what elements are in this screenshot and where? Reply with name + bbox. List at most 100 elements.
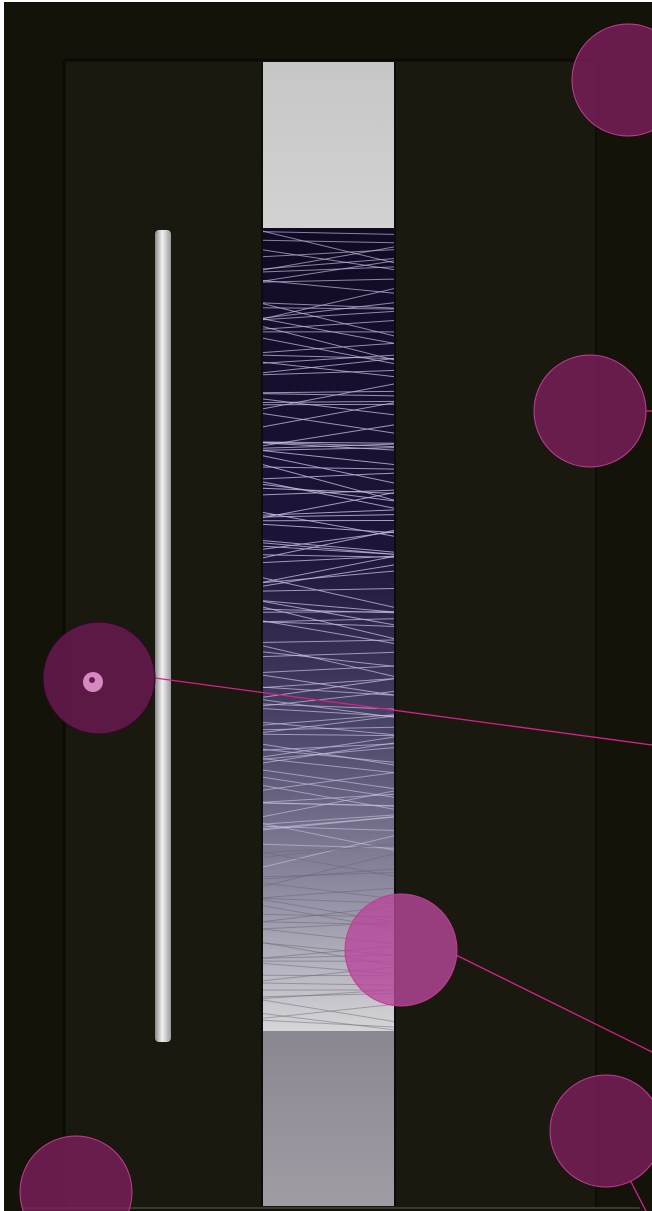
glass-pattern-line	[262, 447, 395, 451]
glass-pattern-line	[262, 230, 395, 264]
glass-pattern-line	[262, 325, 395, 361]
glass-pattern-line	[262, 249, 395, 271]
glass-pattern-line	[262, 651, 395, 658]
glass-pattern-line	[262, 342, 395, 354]
glass-pattern-line	[262, 690, 395, 707]
glass-pattern-line	[262, 303, 395, 337]
glass-pattern-line	[262, 239, 395, 244]
glass-pattern-line	[262, 318, 395, 344]
glass-pattern-line	[262, 246, 395, 271]
glass-pattern-line	[262, 302, 395, 319]
glass-pattern-line	[262, 531, 395, 550]
glass-pattern-line	[262, 354, 395, 360]
glass-pattern-line	[262, 620, 395, 645]
glass-pattern-line	[262, 645, 395, 678]
glass-pattern-line	[262, 611, 395, 613]
glass-pattern-line	[262, 733, 395, 737]
glass-pattern-line	[262, 802, 395, 807]
hotspot-frame-top-right[interactable]	[571, 23, 652, 137]
glass-pattern-line	[262, 651, 395, 667]
glass-pattern-line	[262, 776, 395, 798]
glass-pattern-line	[262, 600, 395, 613]
glass-pattern-line	[262, 390, 395, 394]
glass-pattern-line	[262, 678, 395, 689]
glass-pattern-line	[262, 600, 395, 626]
glass-pattern-line	[262, 514, 395, 518]
glass-pattern-line	[262, 570, 395, 584]
bar-handle	[155, 230, 171, 1042]
hotspot-door-leaf[interactable]	[533, 354, 647, 468]
hotspot-threshold-right[interactable]	[549, 1074, 652, 1188]
glass-pattern-line	[262, 354, 395, 364]
glass-pattern-line	[262, 714, 395, 726]
hotspot-connector-line	[154, 677, 652, 746]
glass-pattern-line	[262, 639, 395, 643]
glass-pattern-line	[262, 748, 395, 763]
glass-pattern-line	[262, 258, 395, 270]
glass-pattern-line	[262, 715, 395, 734]
glass-pattern-line	[262, 442, 395, 451]
glass-pattern-line	[262, 588, 395, 592]
glass-pattern-line	[262, 455, 395, 484]
glass-pattern-line	[262, 302, 395, 309]
glass-pattern-line	[262, 487, 395, 494]
glass-pattern-line	[262, 699, 395, 718]
glass-pattern-line	[262, 621, 395, 627]
glass-pattern-line	[262, 769, 395, 790]
glass-pattern-line	[262, 358, 395, 374]
glass-pattern-line	[262, 721, 395, 736]
hotspot-connector-line	[629, 1179, 647, 1211]
glass-pattern-line	[262, 279, 395, 294]
glass-pattern-line	[262, 845, 395, 854]
glass-bottom-panel	[262, 1031, 395, 1206]
glass-pattern-line	[262, 320, 395, 330]
glass-pattern-line	[262, 472, 395, 480]
glass-pattern-line	[262, 545, 395, 555]
glass-pattern-line	[262, 674, 395, 696]
glass-pattern-line	[262, 523, 395, 534]
glass-pattern-line	[262, 1019, 395, 1028]
hotspot-threshold-left[interactable]	[19, 1135, 133, 1211]
glass-pattern-line	[262, 843, 395, 849]
glass-line-pattern	[262, 230, 395, 1031]
glass-pattern-line	[262, 868, 395, 880]
glass-pattern-line	[262, 489, 395, 496]
glass-pattern-line	[262, 555, 395, 564]
glass-pattern-line	[262, 361, 395, 378]
glass-pattern-line	[262, 814, 395, 825]
glass-pattern-line	[262, 287, 395, 320]
glass-pattern-line	[262, 703, 395, 710]
glass-pattern-line	[262, 853, 395, 887]
glass-pattern-line	[262, 842, 395, 858]
glass-pattern-line	[262, 816, 395, 830]
glass-pattern-line	[262, 463, 395, 501]
glass-pattern-line	[262, 736, 395, 758]
glass-pattern-line	[262, 369, 395, 376]
glass-pattern-line	[262, 577, 395, 608]
glass-pattern-line	[262, 540, 395, 553]
glass-pattern-line	[262, 441, 395, 448]
glass-pattern-line	[262, 412, 395, 434]
glass-pattern-line	[262, 492, 395, 519]
glass-pattern-line	[262, 747, 395, 760]
lock-keyhole-icon	[89, 677, 95, 683]
glass-pattern-line	[262, 758, 395, 774]
glass-pattern-line	[262, 743, 395, 766]
glass-pattern-line	[262, 871, 395, 878]
glass-pattern-line	[262, 887, 395, 899]
glass-pattern-line	[262, 466, 395, 470]
glass-pattern-line	[262, 481, 395, 509]
glass-pattern-line	[262, 337, 395, 365]
hotspot-glass-pattern[interactable]	[344, 893, 458, 1007]
glass-pattern-line	[262, 555, 395, 583]
glass-pattern-line	[262, 835, 395, 868]
glass-pattern-line	[262, 400, 395, 403]
glass-pattern-line	[262, 450, 395, 466]
glass-pattern-line	[262, 618, 395, 623]
glass-pattern-line	[262, 882, 395, 900]
glass-pattern-line	[262, 260, 395, 282]
glass-pattern-line	[262, 393, 395, 397]
glass-pattern-line	[262, 278, 395, 283]
